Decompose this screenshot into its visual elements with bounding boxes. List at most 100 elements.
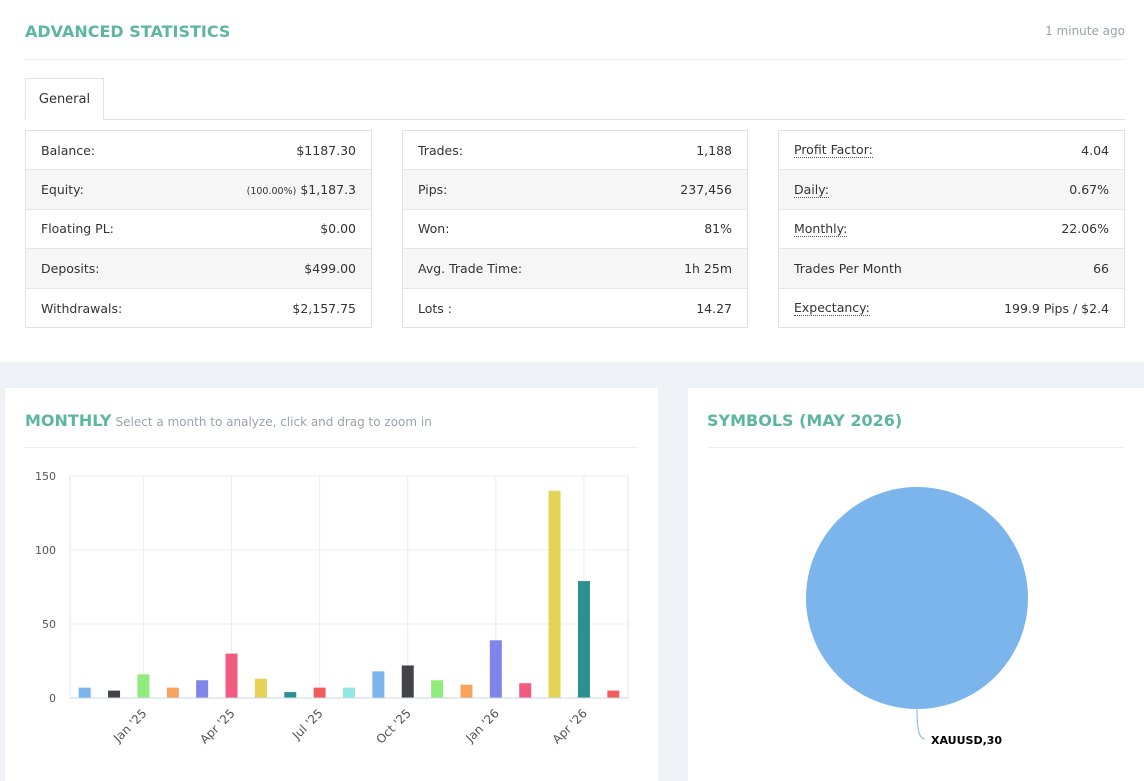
stat-row: Floating PL: $0.00: [26, 210, 371, 250]
x-tick-label: Jan '26: [462, 706, 502, 746]
stat-value-wrap: 199.9 Pips / $2.4: [1004, 301, 1109, 316]
stat-value-wrap: 0.67%: [1069, 182, 1109, 197]
bar: [489, 640, 502, 698]
bar: [254, 678, 267, 698]
stat-label: Lots :: [418, 300, 452, 316]
stat-row: Monthly: 22.06%: [779, 210, 1124, 250]
bar: [137, 674, 150, 698]
y-tick-label: 50: [42, 618, 56, 631]
x-tick-label: Apr '26: [550, 706, 590, 746]
stat-value: 14.27: [696, 300, 732, 316]
stat-value: 199.9 Pips / $2.4: [1004, 300, 1109, 316]
stat-row: Pips: 237,456: [403, 170, 747, 210]
stat-row: Trades Per Month 66: [779, 249, 1124, 289]
stat-label: Trades:: [418, 142, 463, 158]
stat-value-wrap: 66: [1093, 261, 1109, 276]
stat-value-wrap: $1187.30: [296, 143, 356, 158]
bar: [196, 680, 209, 698]
stat-value-wrap: $2,157.75: [292, 301, 356, 316]
stat-value: $0.00: [320, 221, 356, 237]
stat-row: Withdrawals: $2,157.75: [26, 289, 371, 328]
stat-row: Balance: $1187.30: [26, 131, 371, 171]
stat-label: Floating PL:: [41, 221, 114, 237]
stat-value-wrap: $499.00: [304, 261, 356, 276]
bar: [401, 665, 414, 698]
bar: [166, 687, 179, 698]
data-label: XAUUSD,30: [931, 734, 1002, 747]
stat-value-wrap: 81%: [704, 221, 732, 236]
bar: [548, 490, 561, 698]
y-tick-label: 150: [35, 470, 56, 483]
stat-row: Trades: 1,188: [403, 131, 747, 171]
bar: [372, 671, 385, 698]
divider: [25, 447, 638, 448]
stat-value: $499.00: [304, 260, 356, 276]
stat-row: Avg. Trade Time: 1h 25m: [403, 249, 747, 289]
stat-value: 66: [1093, 260, 1109, 276]
bar: [460, 684, 473, 698]
divider: [707, 447, 1125, 448]
stat-value-wrap: $0.00: [320, 221, 356, 236]
bar: [343, 687, 355, 698]
stat-value: 1h 25m: [684, 260, 732, 276]
bar: [78, 687, 91, 698]
stat-table: Balance: $1187.30 Equity: (100.00%) $1,187.3…: [25, 130, 372, 328]
stat-value: $2,157.75: [292, 300, 356, 316]
stat-label: Won:: [418, 221, 450, 237]
stat-value: $1,187.3: [300, 182, 356, 198]
y-tick-label: 100: [35, 544, 56, 557]
stat-row: Won: 81%: [403, 210, 747, 250]
stat-row: Deposits: $499.00: [26, 249, 371, 289]
stat-label: Monthly:: [794, 220, 848, 237]
stat-label: Trades Per Month: [794, 260, 902, 276]
divider: [25, 59, 1125, 60]
monthly-chart: 0 50 100 150 Jan '25 Apr '25 Jul '25 Oct '25 Jan…: [35, 470, 629, 747]
tab[interactable]: General: [25, 78, 104, 120]
bar: [284, 692, 297, 698]
stat-label: Pips:: [418, 182, 448, 198]
stat-row: Daily: 0.67%: [779, 170, 1124, 210]
stat-value: $1187.30: [296, 142, 356, 158]
stat-value: 237,456: [680, 182, 732, 198]
stat-row: Equity: (100.00%) $1,187.3: [26, 170, 371, 210]
stat-value-wrap: 14.27: [696, 301, 732, 316]
stat-label: Deposits:: [41, 260, 100, 276]
stat-label: Withdrawals:: [41, 300, 123, 316]
bar: [577, 581, 590, 698]
tab-line: [25, 119, 1125, 120]
stat-value: 1,188: [696, 142, 732, 158]
label-connector: [916, 708, 926, 740]
stat-value-wrap: 1h 25m: [684, 261, 732, 276]
symbols-chart: XAUUSD,30: [806, 487, 1028, 747]
stat-value: 0.67%: [1069, 182, 1109, 198]
stat-label: Expectancy:: [794, 300, 870, 317]
stat-label: Avg. Trade Time:: [418, 260, 523, 276]
stat-value: 4.04: [1081, 142, 1109, 158]
stat-label: Balance:: [41, 142, 96, 158]
chart-subtitle: Select a month to analyze, click and dra…: [115, 415, 432, 429]
x-tick-label: Apr '25: [197, 706, 237, 746]
stat-label: Equity:: [41, 182, 84, 198]
chart-title-text: MONTHLY: [25, 411, 112, 430]
bar: [519, 683, 532, 698]
stat-value-wrap: 237,456: [680, 182, 732, 197]
y-tick-label: 0: [49, 692, 56, 705]
stat-value-wrap: (100.00%) $1,187.3: [247, 182, 356, 197]
stat-row: Expectancy: 199.9 Pips / $2.4: [779, 289, 1124, 328]
stat-row: Lots : 14.27: [403, 289, 747, 328]
x-tick-label: Jan '25: [110, 706, 150, 746]
stat-table: Trades: 1,188 Pips: 237,456 Won: 81% Avg. Trad…: [402, 130, 748, 328]
stat-note: (100.00%): [246, 186, 297, 198]
updated-time: 1 minute ago: [1045, 24, 1125, 38]
bar: [225, 653, 238, 698]
bar: [108, 690, 121, 698]
stat-row: Profit Factor: 4.04: [779, 131, 1124, 171]
stat-value: 81%: [704, 221, 732, 237]
stat-label: Profit Factor:: [794, 142, 873, 159]
stat-value-wrap: 22.06%: [1061, 221, 1109, 236]
stat-value-wrap: 1,188: [696, 143, 732, 158]
bar: [607, 690, 620, 698]
x-tick-label: Oct '25: [373, 706, 413, 746]
panel-title: ADVANCED STATISTICS: [25, 22, 231, 41]
